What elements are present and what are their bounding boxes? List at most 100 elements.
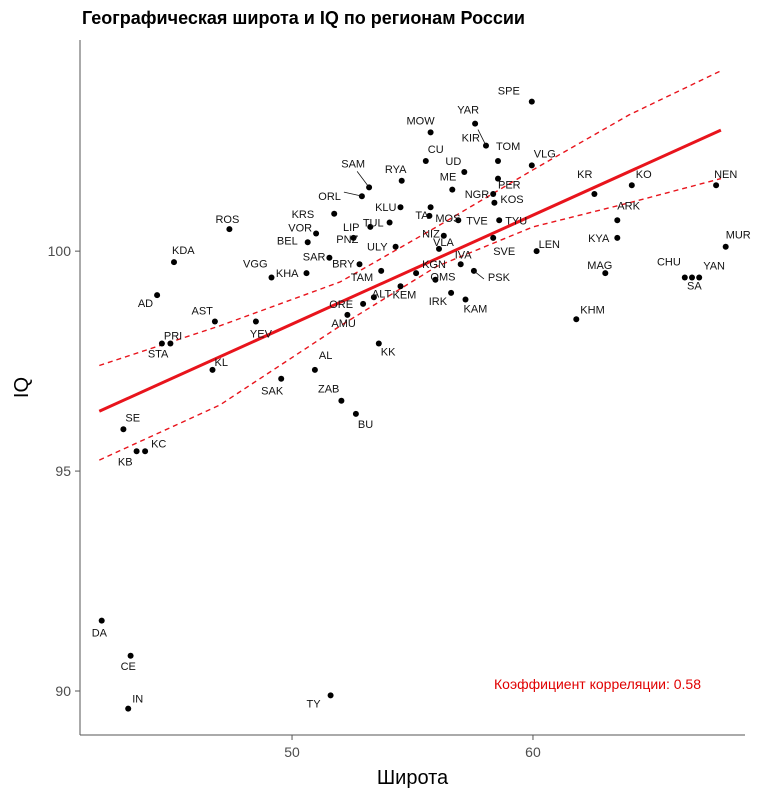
data-point [209, 366, 216, 373]
data-point [226, 226, 233, 233]
point-label: KGN [422, 259, 446, 271]
point-label: MOW [406, 115, 435, 127]
data-point [171, 259, 177, 266]
data-point [696, 274, 703, 281]
data-point [120, 426, 127, 433]
data-point [378, 267, 385, 274]
y-tick-label: 100 [48, 243, 72, 259]
data-point [360, 300, 367, 307]
point-label: PER [498, 180, 521, 192]
data-point [268, 274, 275, 281]
data-point [472, 120, 479, 127]
point-label: SPE [498, 86, 520, 98]
data-point [427, 204, 434, 211]
point-label: KDA [172, 245, 195, 257]
data-point [614, 217, 621, 224]
point-label: AMU [331, 318, 356, 330]
point-label: KAM [464, 304, 488, 316]
point-label: MOS [435, 213, 460, 225]
data-point [303, 270, 310, 277]
point-label: PSK [488, 272, 511, 284]
data-point [367, 223, 374, 230]
point-label: KEM [393, 289, 417, 301]
trend-line [98, 128, 722, 413]
data-point [427, 129, 434, 136]
y-axis-title: IQ [11, 377, 33, 398]
point-label: CE [121, 661, 136, 673]
point-label: TYU [505, 215, 527, 227]
point-label: SAM [341, 158, 365, 170]
label-leader [477, 129, 487, 146]
data-point [366, 184, 373, 191]
point-label: NEN [714, 169, 737, 181]
data-point [313, 230, 320, 237]
point-label: SA [687, 281, 702, 293]
point-label: VGG [243, 259, 267, 271]
data-point [432, 276, 439, 283]
label-leader [356, 171, 370, 188]
point-label: IN [132, 694, 143, 706]
point-label: VLG [534, 148, 556, 160]
data-point [386, 219, 393, 226]
point-label: NIZ [422, 229, 440, 241]
point-label: NGR [465, 189, 490, 201]
data-point [528, 162, 535, 169]
point-label: VOR [288, 223, 312, 235]
point-label: STA [148, 349, 169, 361]
point-label: CHU [657, 257, 681, 269]
y-tick-label: 95 [55, 463, 71, 479]
data-point [326, 254, 333, 261]
point-label: PNZ [336, 234, 358, 246]
point-label: TAM [351, 272, 373, 284]
point-label: AL [319, 350, 332, 362]
data-point [375, 340, 382, 347]
point-label: ORL [318, 191, 341, 203]
point-label: BRY [332, 258, 355, 270]
data-point [278, 375, 285, 382]
data-point [350, 234, 357, 241]
data-point [533, 248, 540, 255]
point-label: YAR [457, 105, 479, 117]
data-point [413, 270, 420, 277]
point-label: VLA [433, 237, 454, 249]
point-label: OMS [430, 272, 455, 284]
point-label: ROS [215, 214, 239, 226]
point-label: BEL [277, 235, 298, 247]
data-point [127, 652, 134, 659]
data-point [496, 217, 503, 224]
data-point [628, 182, 635, 189]
point-label: KC [151, 438, 166, 450]
point-label: KLU [375, 202, 396, 214]
data-point [448, 289, 455, 296]
point-label: ZAB [318, 384, 339, 396]
data-point [211, 318, 218, 325]
data-point [426, 212, 433, 219]
data-point [689, 274, 695, 281]
point-label: TY [307, 698, 322, 710]
data-point [125, 705, 132, 712]
point-label: YAN [703, 261, 725, 273]
point-label: PRI [164, 331, 182, 343]
point-label: KB [118, 456, 133, 468]
point-label: CU [428, 144, 444, 156]
point-label: TOM [496, 141, 520, 153]
point-label: KYA [588, 233, 610, 245]
data-point [311, 366, 318, 373]
point-label: KO [636, 169, 652, 181]
axes: 50 60 90 95 100 [48, 40, 745, 760]
data-point [344, 311, 351, 318]
point-label: SAK [261, 386, 284, 398]
data-point [397, 204, 404, 211]
data-point [455, 217, 462, 224]
data-point [158, 340, 165, 347]
data-point [490, 191, 497, 197]
point-label: AST [191, 306, 213, 318]
data-point [490, 234, 497, 241]
data-point [133, 448, 140, 455]
data-point [154, 292, 161, 299]
data-point [449, 186, 456, 193]
point-label: YEV [250, 329, 273, 341]
point-label: KHM [580, 304, 604, 316]
data-point [327, 692, 334, 699]
